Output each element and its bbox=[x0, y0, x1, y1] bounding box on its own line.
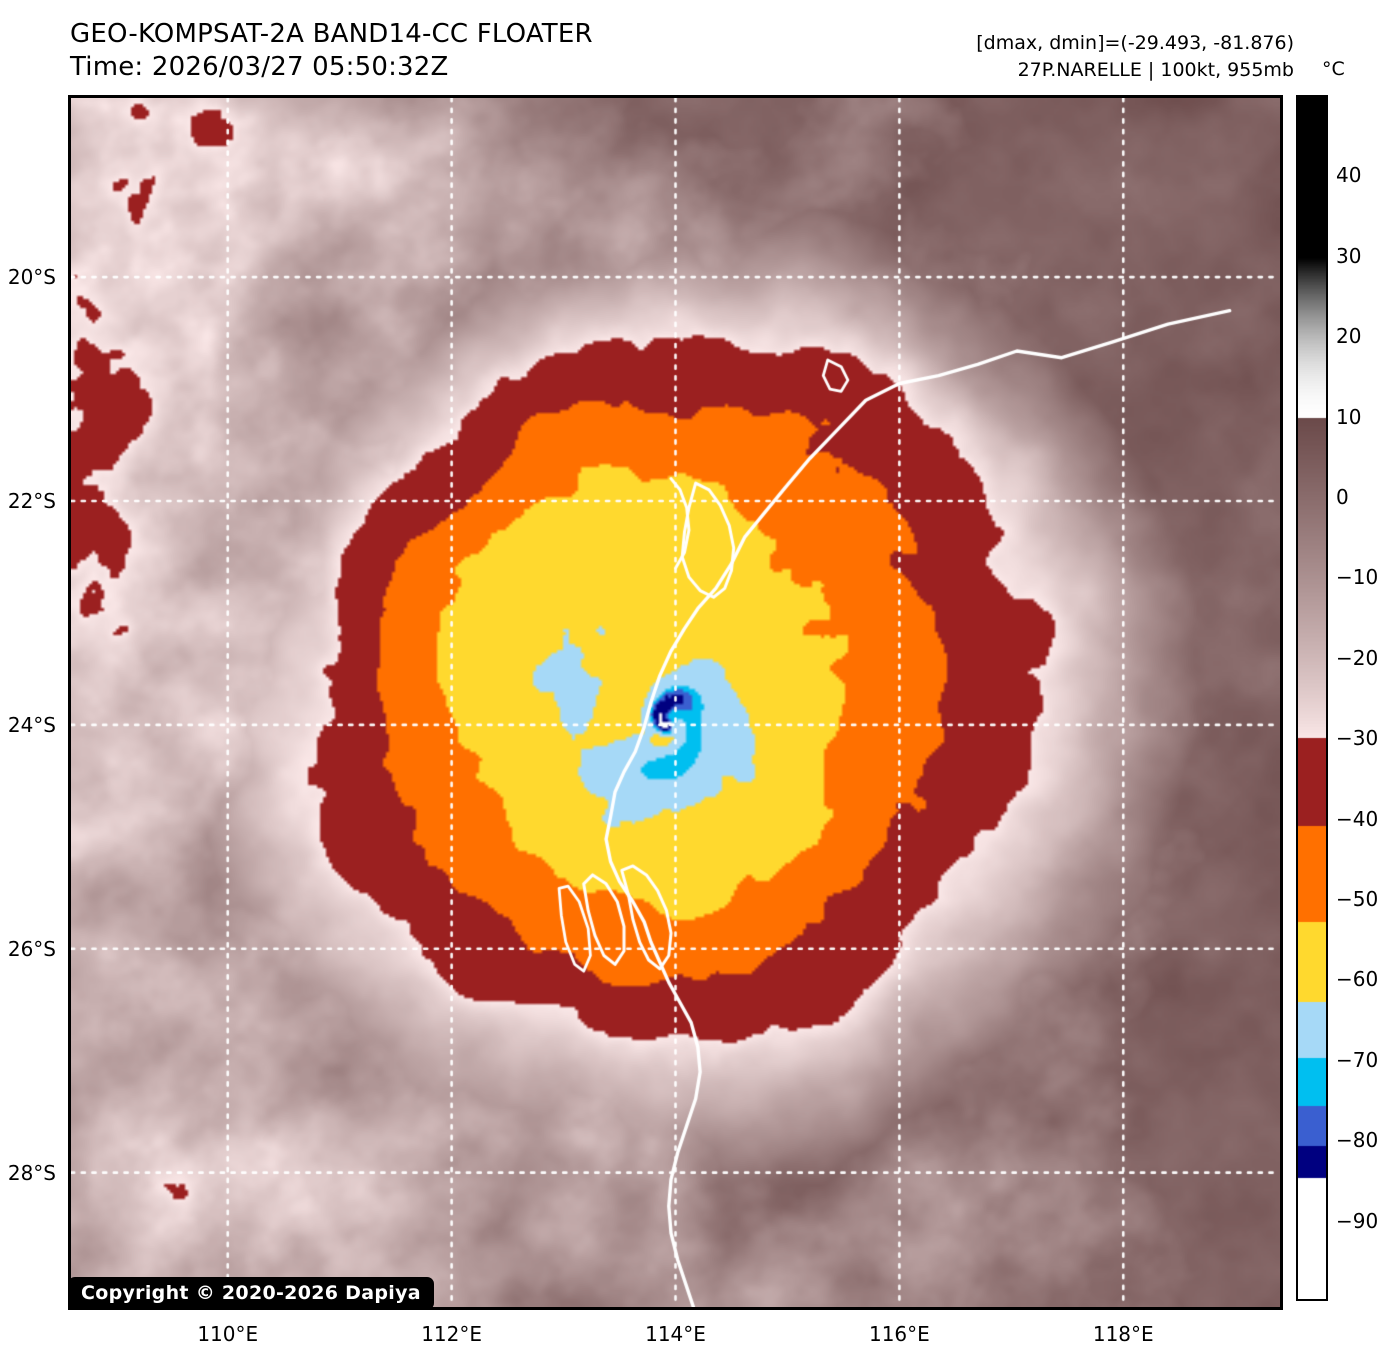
colorbar-tick-label: −40 bbox=[1336, 806, 1379, 831]
colorbar-tick-label: −90 bbox=[1336, 1208, 1379, 1233]
lat-tick-label: 22°S bbox=[7, 489, 56, 513]
page-title: GEO-KOMPSAT-2A BAND14-CC FLOATER bbox=[70, 19, 593, 49]
lon-tick-label: 110°E bbox=[197, 1322, 259, 1346]
lon-tick-label: 116°E bbox=[868, 1322, 930, 1346]
lat-tick-label: 26°S bbox=[7, 936, 56, 961]
colorbar bbox=[1296, 95, 1328, 1301]
lon-tick-label: 112°E bbox=[421, 1322, 483, 1346]
colorbar-tick-label: 30 bbox=[1336, 243, 1362, 268]
storm-info-label: 27P.NARELLE | 100kt, 955mb bbox=[1017, 58, 1294, 81]
header-title-block: GEO-KOMPSAT-2A BAND14-CC FLOATER Time: 2… bbox=[70, 18, 593, 85]
colorbar-tick-label: −30 bbox=[1336, 726, 1379, 751]
lon-tick-label: 114°E bbox=[645, 1322, 706, 1346]
colorbar-tick-label: −50 bbox=[1336, 887, 1379, 911]
colorbar-tick-label: 20 bbox=[1336, 324, 1362, 349]
colorbar-tick-label: 40 bbox=[1336, 163, 1362, 188]
lat-tick-label: 20°S bbox=[7, 265, 56, 290]
colorbar-tick-label: −60 bbox=[1336, 967, 1379, 992]
timestamp-label: Time: 2026/03/27 05:50:32Z bbox=[70, 52, 449, 83]
colorbar-unit-label: °C bbox=[1322, 58, 1345, 80]
satellite-image-plot bbox=[68, 95, 1283, 1310]
colorbar-tick-label: −20 bbox=[1336, 645, 1379, 670]
colorbar-tick-label: −80 bbox=[1336, 1128, 1379, 1153]
colorbar-tick-label: −10 bbox=[1336, 565, 1379, 590]
lon-tick-label: 118°E bbox=[1092, 1322, 1154, 1346]
copyright-badge: Copyright © 2020-2026 Dapiya bbox=[68, 1277, 434, 1310]
data-range-label: [dmax, dmin]=(-29.493, -81.876) bbox=[976, 32, 1294, 54]
colorbar-tick-label: −70 bbox=[1336, 1047, 1379, 1072]
colorbar-gradient bbox=[1298, 97, 1326, 1299]
header-meta-block: [dmax, dmin]=(-29.493, -81.876) 27P.NARE… bbox=[976, 30, 1294, 84]
lat-tick-label: 24°S bbox=[7, 712, 56, 737]
colorbar-tick-label: 10 bbox=[1336, 404, 1362, 429]
coastline-and-grid-overlay bbox=[71, 98, 1280, 1307]
lat-tick-label: 28°S bbox=[7, 1160, 56, 1185]
colorbar-tick-label: 0 bbox=[1336, 485, 1349, 509]
